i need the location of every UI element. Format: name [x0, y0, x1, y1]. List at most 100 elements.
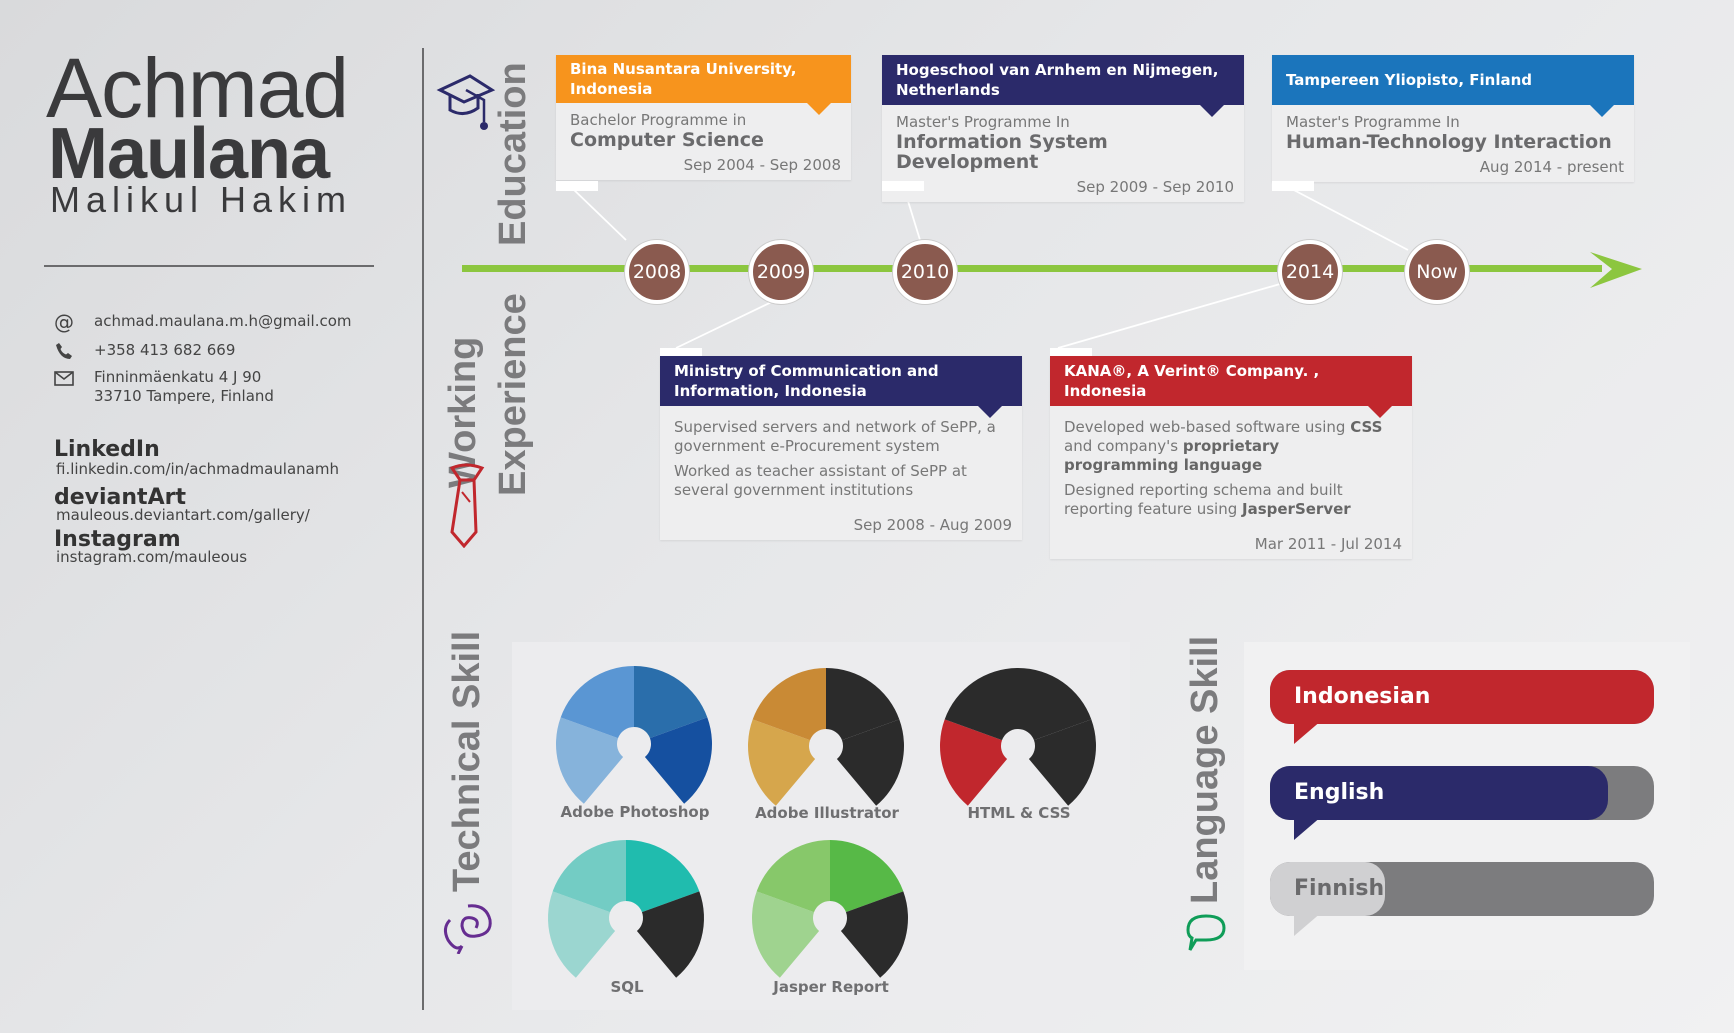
language-name: English — [1294, 780, 1385, 805]
contact-email[interactable]: @ achmad.maulana.m.h@gmail.com — [50, 310, 352, 334]
phone-text: +358 413 682 669 — [94, 341, 236, 359]
email-text: achmad.maulana.m.h@gmail.com — [94, 312, 352, 330]
timeline-node-2008: 2008 — [625, 240, 689, 304]
middle-name: Malikul Hakim — [50, 179, 353, 220]
instagram-label: Instagram — [54, 527, 181, 552]
timeline-arrow-icon — [1588, 250, 1650, 294]
instagram-link[interactable]: instagram.com/mauleous — [56, 548, 248, 566]
address-line1: Finninmäenkatu 4 J 90 — [94, 368, 262, 386]
skill-pie-segment — [940, 719, 1008, 806]
field-label: Computer Science — [570, 129, 764, 151]
education-card-header: Hogeschool van Arnhem en Nijmegen, Nethe… — [882, 55, 1244, 117]
skill-pie-segment — [751, 891, 820, 978]
school-name: Hogeschool van Arnhem en Nijmegen, Nethe… — [896, 61, 1219, 99]
work-description: Designed reporting schema and built repo… — [1064, 481, 1351, 518]
last-name: Maulana — [48, 114, 330, 194]
employer-name: Ministry of Communication and Informatio… — [674, 362, 939, 400]
skill-label: Adobe Illustrator — [755, 804, 899, 822]
linkedin-link[interactable]: fi.linkedin.com/in/achmadmaulanamh — [56, 460, 339, 478]
work-card: KANA®, A Verint® Company. , Indonesia De… — [1050, 356, 1412, 559]
language-fill — [1270, 766, 1608, 820]
timeline-line — [462, 265, 1602, 272]
address-line2: 33710 Tampere, Finland — [94, 387, 274, 405]
skill-pie-segment — [634, 666, 708, 739]
program-label: Master's Programme In — [1286, 113, 1460, 131]
column-divider — [422, 48, 424, 1010]
field-label: Information System Development — [896, 131, 1108, 173]
work-description: Developed web-based software using CSS a… — [1064, 418, 1383, 474]
skill-pie-segment — [944, 668, 1018, 741]
work-card-body: Developed web-based software using CSS a… — [1050, 406, 1412, 531]
deviantart-label: deviantArt — [54, 485, 186, 510]
employer-name: KANA®, A Verint® Company. , Indonesia — [1064, 362, 1320, 400]
skill-pie-segment — [836, 719, 904, 806]
linkedin-label: LinkedIn — [54, 437, 160, 462]
skill-pie-segment — [830, 840, 904, 913]
skill-pie-segment — [826, 668, 900, 741]
education-card: Bina Nusantara University, Indonesia Bac… — [556, 55, 851, 180]
skill-label: SQL — [610, 978, 644, 996]
phone-icon — [50, 341, 78, 361]
timeline-node-now: Now — [1405, 240, 1469, 304]
field-label: Human-Technology Interaction — [1286, 131, 1612, 153]
skill-pie-segment — [626, 840, 700, 913]
necktie-icon — [446, 462, 488, 552]
address-text: Finninmäenkatu 4 J 90 33710 Tampere, Fin… — [94, 368, 274, 406]
skill-label: Adobe Photoshop — [560, 803, 710, 821]
language-name: Indonesian — [1294, 684, 1431, 709]
divider — [44, 265, 374, 267]
language-bar-finnish: Finnish — [1270, 862, 1654, 936]
work-description: Supervised servers and network of SePP, … — [674, 418, 996, 455]
language-fill — [1270, 670, 1654, 724]
language-bar-indonesian: Indonesian — [1270, 670, 1654, 744]
speech-bubble-icon — [1182, 910, 1228, 956]
work-card-header: Ministry of Communication and Informatio… — [660, 356, 1022, 418]
timeline-node-2010: 2010 — [893, 240, 957, 304]
language-bar-english: English — [1270, 766, 1654, 840]
work-description: Worked as teacher assistant of SePP at s… — [674, 462, 967, 499]
at-icon: @ — [54, 310, 74, 334]
language-fill — [1270, 862, 1385, 916]
date-range: Aug 2014 - present — [1479, 158, 1624, 176]
speech-tail — [1294, 912, 1322, 936]
skill-pie-segment — [560, 666, 634, 739]
education-card-body: Master's Programme In Information System… — [882, 105, 1244, 178]
skill-pie-segment — [556, 717, 624, 804]
speech-tail — [1294, 720, 1322, 744]
education-card-body: Bachelor Programme in Computer Science — [556, 103, 851, 156]
skill-label: Jasper Report — [773, 978, 889, 996]
card-tab — [660, 348, 702, 358]
skill-pie-segment — [1018, 668, 1092, 741]
contact-address: Finninmäenkatu 4 J 90 33710 Tampere, Fin… — [50, 368, 274, 406]
timeline-node-2009: 2009 — [749, 240, 813, 304]
education-card: Tampereen Yliopisto, Finland Master's Pr… — [1272, 55, 1634, 182]
language-name: Finnish — [1294, 876, 1385, 901]
speech-tail — [1294, 816, 1322, 840]
card-tab — [556, 181, 598, 191]
skill-pie-segment — [756, 840, 830, 913]
date-range: Mar 2011 - Jul 2014 — [1254, 535, 1402, 553]
skill-pie-segment — [840, 891, 909, 978]
date-range: Sep 2004 - Sep 2008 — [683, 156, 841, 174]
card-tab — [882, 181, 924, 191]
education-card-header: Tampereen Yliopisto, Finland — [1272, 55, 1634, 117]
skill-pie-segment — [748, 719, 816, 806]
deviantart-link[interactable]: mauleous.deviantart.com/gallery/ — [56, 506, 310, 524]
skill-pie-segment — [644, 717, 712, 804]
timeline-node-2014: 2014 — [1278, 240, 1342, 304]
school-name: Tampereen Yliopisto, Finland — [1286, 71, 1533, 89]
first-name: Achmad — [46, 41, 349, 135]
skill-pie-segment — [552, 840, 626, 913]
contact-phone[interactable]: +358 413 682 669 — [50, 341, 235, 361]
card-tab — [1050, 348, 1092, 358]
date-range: Sep 2009 - Sep 2010 — [1076, 178, 1234, 196]
graduation-cap-icon — [436, 70, 496, 140]
skill-label: HTML & CSS — [967, 804, 1071, 822]
skill-pie-segment — [636, 891, 704, 978]
date-range: Sep 2008 - Aug 2009 — [853, 516, 1012, 534]
school-name: Bina Nusantara University, Indonesia — [570, 60, 797, 98]
work-card: Ministry of Communication and Informatio… — [660, 356, 1022, 540]
skill-pie-segment — [548, 891, 616, 978]
education-card-header: Bina Nusantara University, Indonesia — [556, 55, 851, 115]
